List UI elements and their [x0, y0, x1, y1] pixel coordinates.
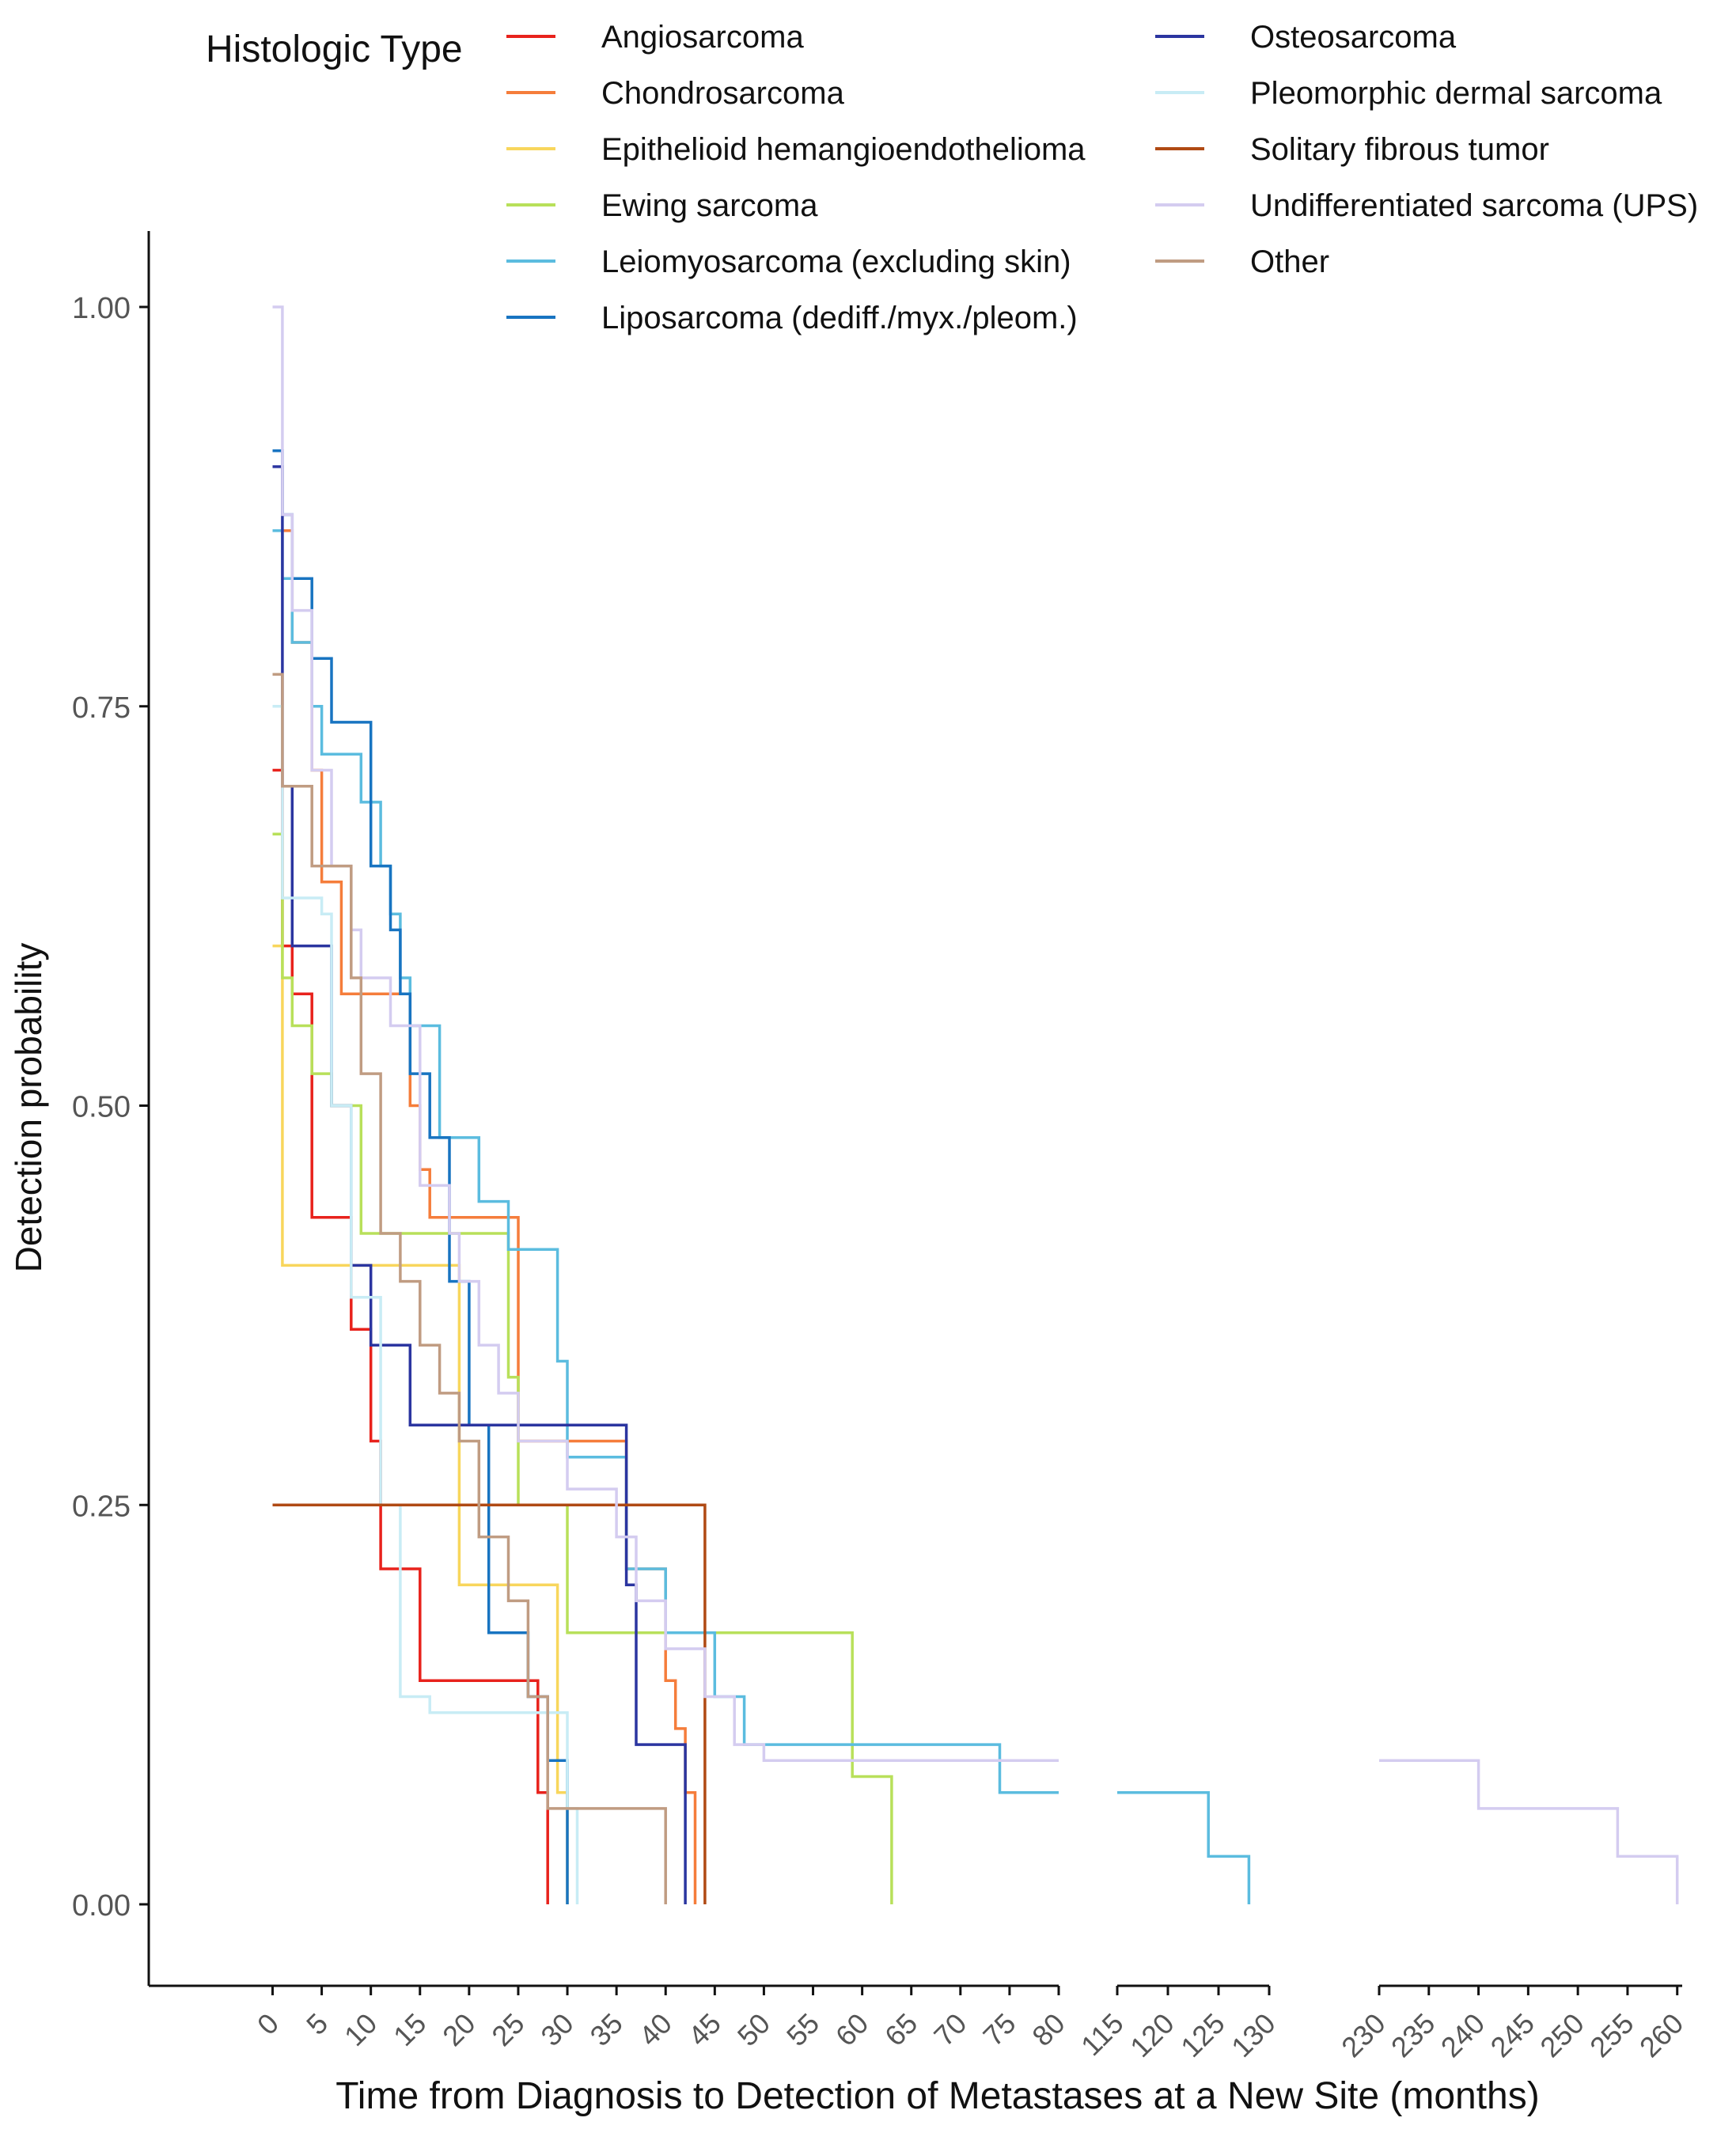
series-line-leiomyosarcoma-excluding-skin: [273, 531, 1249, 1904]
x-tick-label: 50: [731, 2007, 776, 2052]
y-tick-label: 1.00: [72, 292, 131, 325]
x-tick-label: 0: [251, 2007, 285, 2041]
series-line-undifferentiated-sarcoma-ups: [273, 307, 1677, 1904]
x-tick-label: 65: [878, 2007, 923, 2052]
legend-label-osteosarcoma: Osteosarcoma: [1250, 20, 1457, 55]
km-chart: Histologic Type Angiosarcoma Chondrosarco…: [0, 0, 1736, 2129]
x-tick-label: 15: [387, 2007, 432, 2052]
legend: Histologic Type Angiosarcoma Chondrosarco…: [206, 20, 1698, 335]
y-tick-label: 0.00: [72, 1889, 131, 1923]
x-tick-label: 250: [1533, 2007, 1590, 2063]
legend-label-solitary-fibrous-tumor: Solitary fibrous tumor: [1250, 132, 1549, 167]
x-tick-label: 80: [1025, 2007, 1071, 2052]
x-tick-label: 115: [1075, 2007, 1130, 2063]
x-tick-label: 30: [534, 2007, 579, 2052]
x-tick-label: 55: [780, 2007, 825, 2052]
x-tick-label: 240: [1435, 2007, 1491, 2063]
x-tick-label: 5: [300, 2007, 334, 2041]
x-tick-label: 125: [1174, 2007, 1230, 2063]
x-tick-label: 60: [829, 2007, 874, 2052]
plot-area: 0.00 0.25 0.50 0.75 1.00 0 5 10 15 20 25 30 35 40 45 50…: [72, 231, 1689, 2063]
x-tick-label: 235: [1385, 2007, 1441, 2063]
legend-label-other: Other: [1250, 244, 1329, 279]
x-tick-label: 245: [1484, 2007, 1541, 2063]
legend-label-undifferentiated-sarcoma-ups: Undifferentiated sarcoma (UPS): [1250, 188, 1698, 223]
legend-label-angiosarcoma: Angiosarcoma: [601, 20, 804, 55]
x-tick-label: 45: [682, 2007, 727, 2052]
x-tick-label: 230: [1335, 2007, 1391, 2063]
x-tick-label: 260: [1633, 2007, 1689, 2063]
x-tick-label: 70: [927, 2007, 972, 2052]
legend-label-ewing-sarcoma: Ewing sarcoma: [601, 188, 818, 223]
y-axis-label: Detection probability: [8, 943, 49, 1273]
x-tick-label: 40: [633, 2007, 678, 2052]
x-tick-label: 130: [1225, 2007, 1281, 2063]
series-line-angiosarcoma: [273, 771, 548, 1905]
y-tick-label: 0.75: [72, 691, 131, 725]
legend-title: Histologic Type: [206, 28, 463, 70]
x-tick-label: 25: [485, 2007, 530, 2052]
legend-label-pleomorphic-dermal-sarcoma: Pleomorphic dermal sarcoma: [1250, 76, 1662, 111]
x-tick-label: 10: [338, 2007, 383, 2052]
y-tick-label: 0.25: [72, 1490, 131, 1523]
series-line-pleomorphic-dermal-sarcoma: [273, 707, 578, 1904]
legend-label-epithelioid-hemangioendothelioma: Epithelioid hemangioendothelioma: [601, 132, 1086, 167]
legend-label-leiomyosarcoma-excluding-skin: Leiomyosarcoma (excluding skin): [601, 244, 1071, 279]
x-tick-label: 20: [436, 2007, 481, 2052]
x-tick-label: 120: [1124, 2007, 1180, 2063]
x-axis-label: Time from Diagnosis to Detection of Meta…: [335, 2075, 1539, 2117]
legend-label-liposarcoma-dediff-myx-pleom: Liposarcoma (dediff./myx./pleom.): [601, 301, 1078, 335]
x-tick-label: 35: [583, 2007, 628, 2052]
y-tick-label: 0.50: [72, 1091, 131, 1124]
legend-label-chondrosarcoma: Chondrosarcoma: [601, 76, 845, 111]
x-tick-label: 75: [976, 2007, 1022, 2052]
x-tick-label: 255: [1583, 2007, 1639, 2063]
